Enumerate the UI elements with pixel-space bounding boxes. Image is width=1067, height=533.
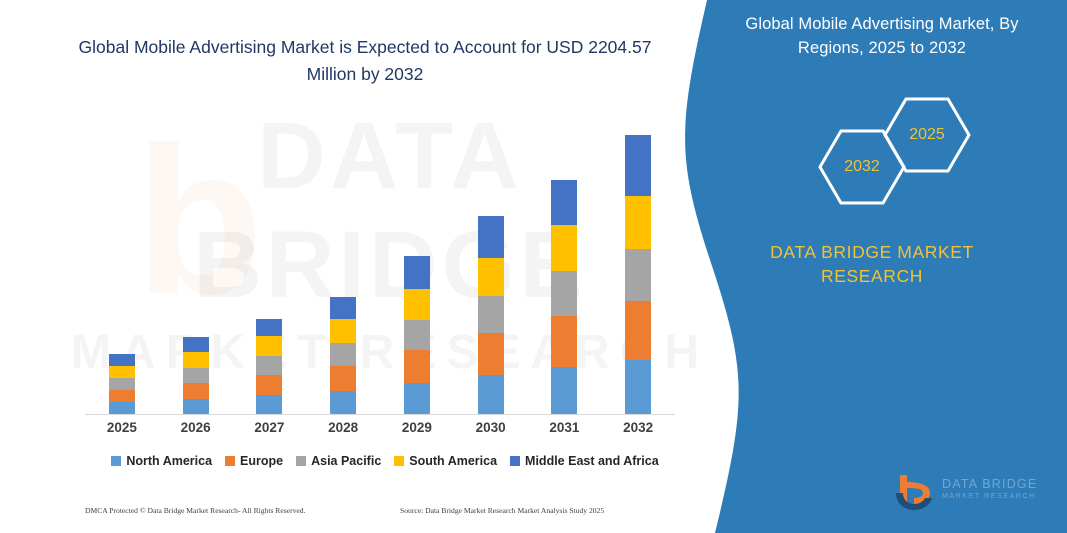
bar-segment xyxy=(551,225,578,271)
bar-2032 xyxy=(625,135,652,414)
legend-item-north-america[interactable]: North America xyxy=(111,454,212,468)
legend-swatch-icon xyxy=(111,456,122,466)
bar-segment xyxy=(108,354,135,366)
bar-segment xyxy=(330,319,357,343)
legend-swatch-icon xyxy=(510,456,521,466)
brand-logo-text-line-1: DATA BRIDGE xyxy=(942,477,1038,491)
bar-2027 xyxy=(256,319,283,414)
bar-segment xyxy=(256,336,283,356)
legend-label: South America xyxy=(409,454,498,468)
bar-segment xyxy=(551,180,578,225)
legend-swatch-icon xyxy=(394,456,405,466)
bar-segment xyxy=(330,366,357,391)
brand-logo: DATA BRIDGE MARKET RESEARCH xyxy=(892,473,1052,515)
bar-2030 xyxy=(477,216,504,414)
bar-segment xyxy=(551,367,578,414)
stacked-bar-chart xyxy=(85,110,675,415)
bar-segment xyxy=(477,296,504,333)
x-axis-label-2027: 2027 xyxy=(254,420,285,435)
x-axis-label-2026: 2026 xyxy=(180,420,211,435)
x-axis-label-2028: 2028 xyxy=(328,420,359,435)
bar-segment xyxy=(403,320,430,350)
data-bridge-logo-icon xyxy=(896,475,932,510)
bar-segment xyxy=(625,301,652,360)
bar-segment xyxy=(182,368,209,383)
bar-segment xyxy=(330,297,357,319)
bar-segment xyxy=(108,402,135,414)
brand-panel: Global Mobile Advertising Market, By Reg… xyxy=(677,0,1067,533)
bar-segment xyxy=(108,378,135,390)
bar-segment xyxy=(551,271,578,316)
hexagon-end-year-label: 2025 xyxy=(909,126,945,143)
footer-source: Source: Data Bridge Market Research Mark… xyxy=(400,506,605,515)
bar-2028 xyxy=(330,297,357,414)
bar-segment xyxy=(477,333,504,375)
brand-name-line-2: RESEARCH xyxy=(820,266,924,286)
legend-label: North America xyxy=(126,454,213,468)
legend-label: Europe xyxy=(240,454,284,468)
bar-segment xyxy=(625,196,652,249)
axis-baseline xyxy=(85,414,675,415)
bar-segment xyxy=(403,350,430,383)
panel-title: Global Mobile Advertising Market, By Reg… xyxy=(745,15,1019,57)
bar-2025 xyxy=(108,354,135,414)
page-title: Global Mobile Advertising Market is Expe… xyxy=(78,37,652,84)
hexagon-start-year: 2032 xyxy=(817,127,907,207)
bar-segment xyxy=(330,391,357,414)
bar-segment xyxy=(330,343,357,366)
bar-segment xyxy=(256,319,283,336)
bar-segment xyxy=(256,395,283,414)
bar-segment xyxy=(403,256,430,289)
legend-swatch-icon xyxy=(296,456,307,466)
bar-segment xyxy=(182,352,209,368)
bar-2031 xyxy=(551,180,578,414)
bar-segment xyxy=(182,399,209,414)
legend-label: Middle East and Africa xyxy=(525,454,659,468)
x-axis-label-2025: 2025 xyxy=(106,420,137,435)
bar-segment xyxy=(477,216,504,258)
footer-copyright: DMCA Protected © Data Bridge Market Rese… xyxy=(85,506,306,515)
x-axis-label-2031: 2031 xyxy=(549,420,580,435)
bar-segment xyxy=(256,356,283,375)
x-axis-labels: 2025 2026 2027 2028 2029 2030 2031 2032 xyxy=(85,420,675,444)
brand-logo-text: DATA BRIDGE MARKET RESEARCH xyxy=(942,477,1037,500)
panel-shape xyxy=(685,0,1067,533)
chart-legend: North America Europe Asia Pacific South Ame… xyxy=(95,454,675,468)
bar-segment xyxy=(551,316,578,367)
bar-segment xyxy=(625,135,652,196)
x-axis-label-2029: 2029 xyxy=(401,420,432,435)
bar-segment xyxy=(625,249,652,301)
legend-item-south-america[interactable]: South America xyxy=(394,454,497,468)
bar-segment xyxy=(403,383,430,414)
legend-item-asia-pacific[interactable]: Asia Pacific xyxy=(296,454,381,468)
bar-segment xyxy=(256,375,283,395)
bar-2026 xyxy=(182,337,209,414)
legend-item-middle-east-and-africa[interactable]: Middle East and Africa xyxy=(510,454,659,468)
bar-2029 xyxy=(403,256,430,414)
bar-segment xyxy=(625,360,652,414)
legend-swatch-icon xyxy=(225,456,236,466)
hexagon-group: 2025 2032 xyxy=(677,95,1067,210)
legend-item-europe[interactable]: Europe xyxy=(225,454,283,468)
brand-logo-text-line-2: MARKET RESEARCH xyxy=(942,493,1036,500)
bar-segment xyxy=(108,366,135,378)
bar-segment xyxy=(108,390,135,402)
bar-segment xyxy=(477,258,504,296)
x-axis-label-2032: 2032 xyxy=(623,420,654,435)
legend-label: Asia Pacific xyxy=(311,454,382,468)
brand-name-line-1: DATA BRIDGE MARKET xyxy=(770,242,974,262)
bar-segment xyxy=(403,289,430,320)
bar-segment xyxy=(182,337,209,352)
hexagon-start-year-label: 2032 xyxy=(844,158,880,175)
hexagon-outline-icon xyxy=(818,129,906,205)
x-axis-label-2030: 2030 xyxy=(475,420,506,435)
footer: DMCA Protected © Data Bridge Market Rese… xyxy=(85,506,675,522)
bar-segment xyxy=(182,383,209,399)
bar-segment xyxy=(477,375,504,414)
